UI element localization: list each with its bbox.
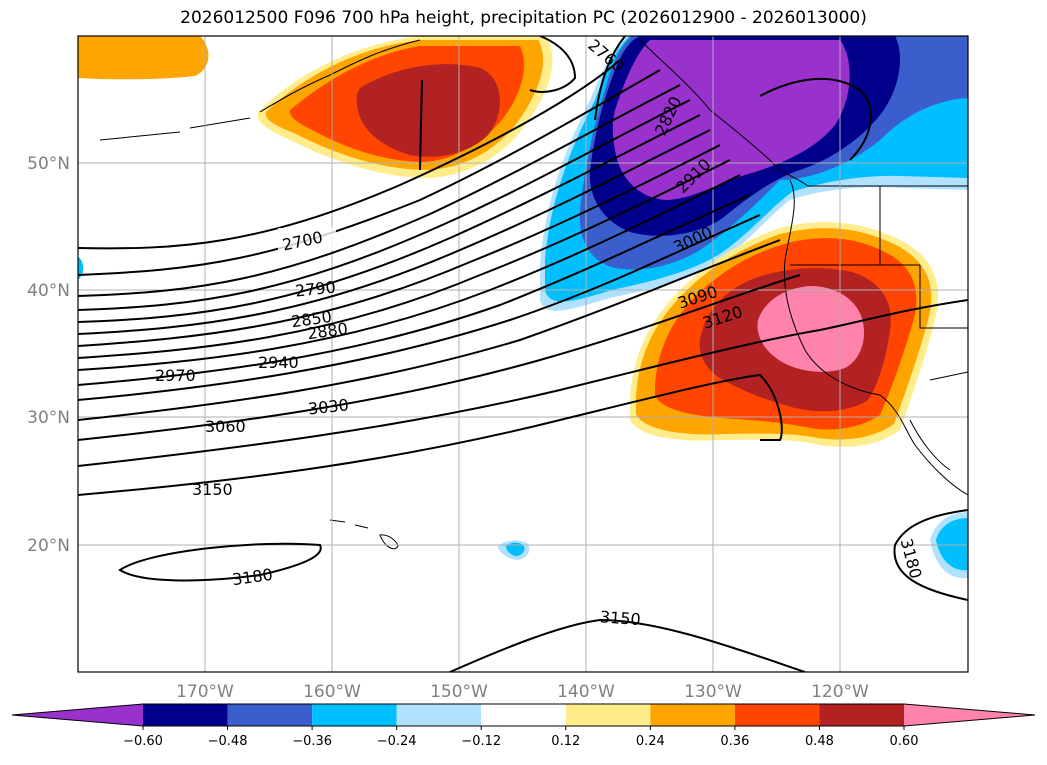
colorbar-swatch — [227, 704, 313, 726]
precip-fill-layer — [78, 36, 968, 579]
lon-label-130w: 130°W — [684, 682, 742, 702]
lat-label-40n: 40°N — [27, 281, 70, 301]
colorbar-tick-label: −0.12 — [461, 734, 501, 749]
gridlines — [78, 36, 968, 672]
lon-label-150w: 150°W — [430, 682, 488, 702]
lon-label-120w: 120°W — [811, 682, 869, 702]
colorbar-tick-label: 0.36 — [720, 734, 749, 749]
colorbar-swatch — [481, 704, 566, 726]
colorbar-tick-label: 0.12 — [551, 734, 580, 749]
colorbar-swatch — [143, 704, 228, 726]
colorbar: −0.60 −0.48 −0.36 −0.24 −0.12 0.12 0.24 0.36 0.4… — [11, 703, 1036, 749]
colorbar-tick-label: −0.24 — [377, 734, 417, 749]
contour-label: 2970 — [155, 366, 196, 385]
colorbar-swatch — [312, 704, 397, 726]
contour-label: 3030 — [307, 395, 349, 418]
lon-label-160w: 160°W — [303, 682, 361, 702]
colorbar-swatch — [734, 704, 820, 726]
height-contours — [78, 36, 968, 672]
colorbar-tick-label: 0.24 — [636, 734, 665, 749]
colorbar-tick-label: −0.36 — [292, 734, 332, 749]
longitude-labels: 170°W 160°W 150°W 140°W 130°W 120°W — [176, 682, 869, 702]
contour-label: 3150 — [192, 480, 233, 499]
colorbar-extend-min — [12, 704, 143, 726]
colorbar-swatch — [565, 704, 651, 726]
lon-label-140w: 140°W — [557, 682, 615, 702]
colorbar-tick-label: −0.48 — [208, 734, 248, 749]
lat-label-30n: 30°N — [27, 408, 70, 428]
colorbar-swatch — [396, 704, 482, 726]
precip-region-northwest — [78, 36, 209, 80]
colorbar-tick-label: 0.48 — [805, 734, 834, 749]
colorbar-tick-label: 0.60 — [890, 734, 919, 749]
lat-label-50n: 50°N — [27, 154, 70, 174]
map-frame — [77, 35, 969, 673]
contour-label: 2940 — [258, 353, 299, 372]
latitude-labels: 50°N 40°N 30°N 20°N — [27, 154, 70, 556]
colorbar-extend-max — [904, 704, 1035, 726]
colorbar-swatch — [819, 704, 904, 726]
lon-label-170w: 170°W — [176, 682, 234, 702]
contour-label: 3060 — [205, 417, 246, 436]
coastlines — [99, 39, 968, 550]
contour-label: 2790 — [294, 277, 336, 300]
colorbar-tick-label: −0.60 — [123, 734, 163, 749]
lat-label-20n: 20°N — [27, 536, 70, 556]
colorbar-swatch — [650, 704, 735, 726]
map-title: 2026012500 F096 700 hPa height, precipit… — [180, 8, 867, 28]
contour-label: 3150 — [599, 607, 641, 629]
